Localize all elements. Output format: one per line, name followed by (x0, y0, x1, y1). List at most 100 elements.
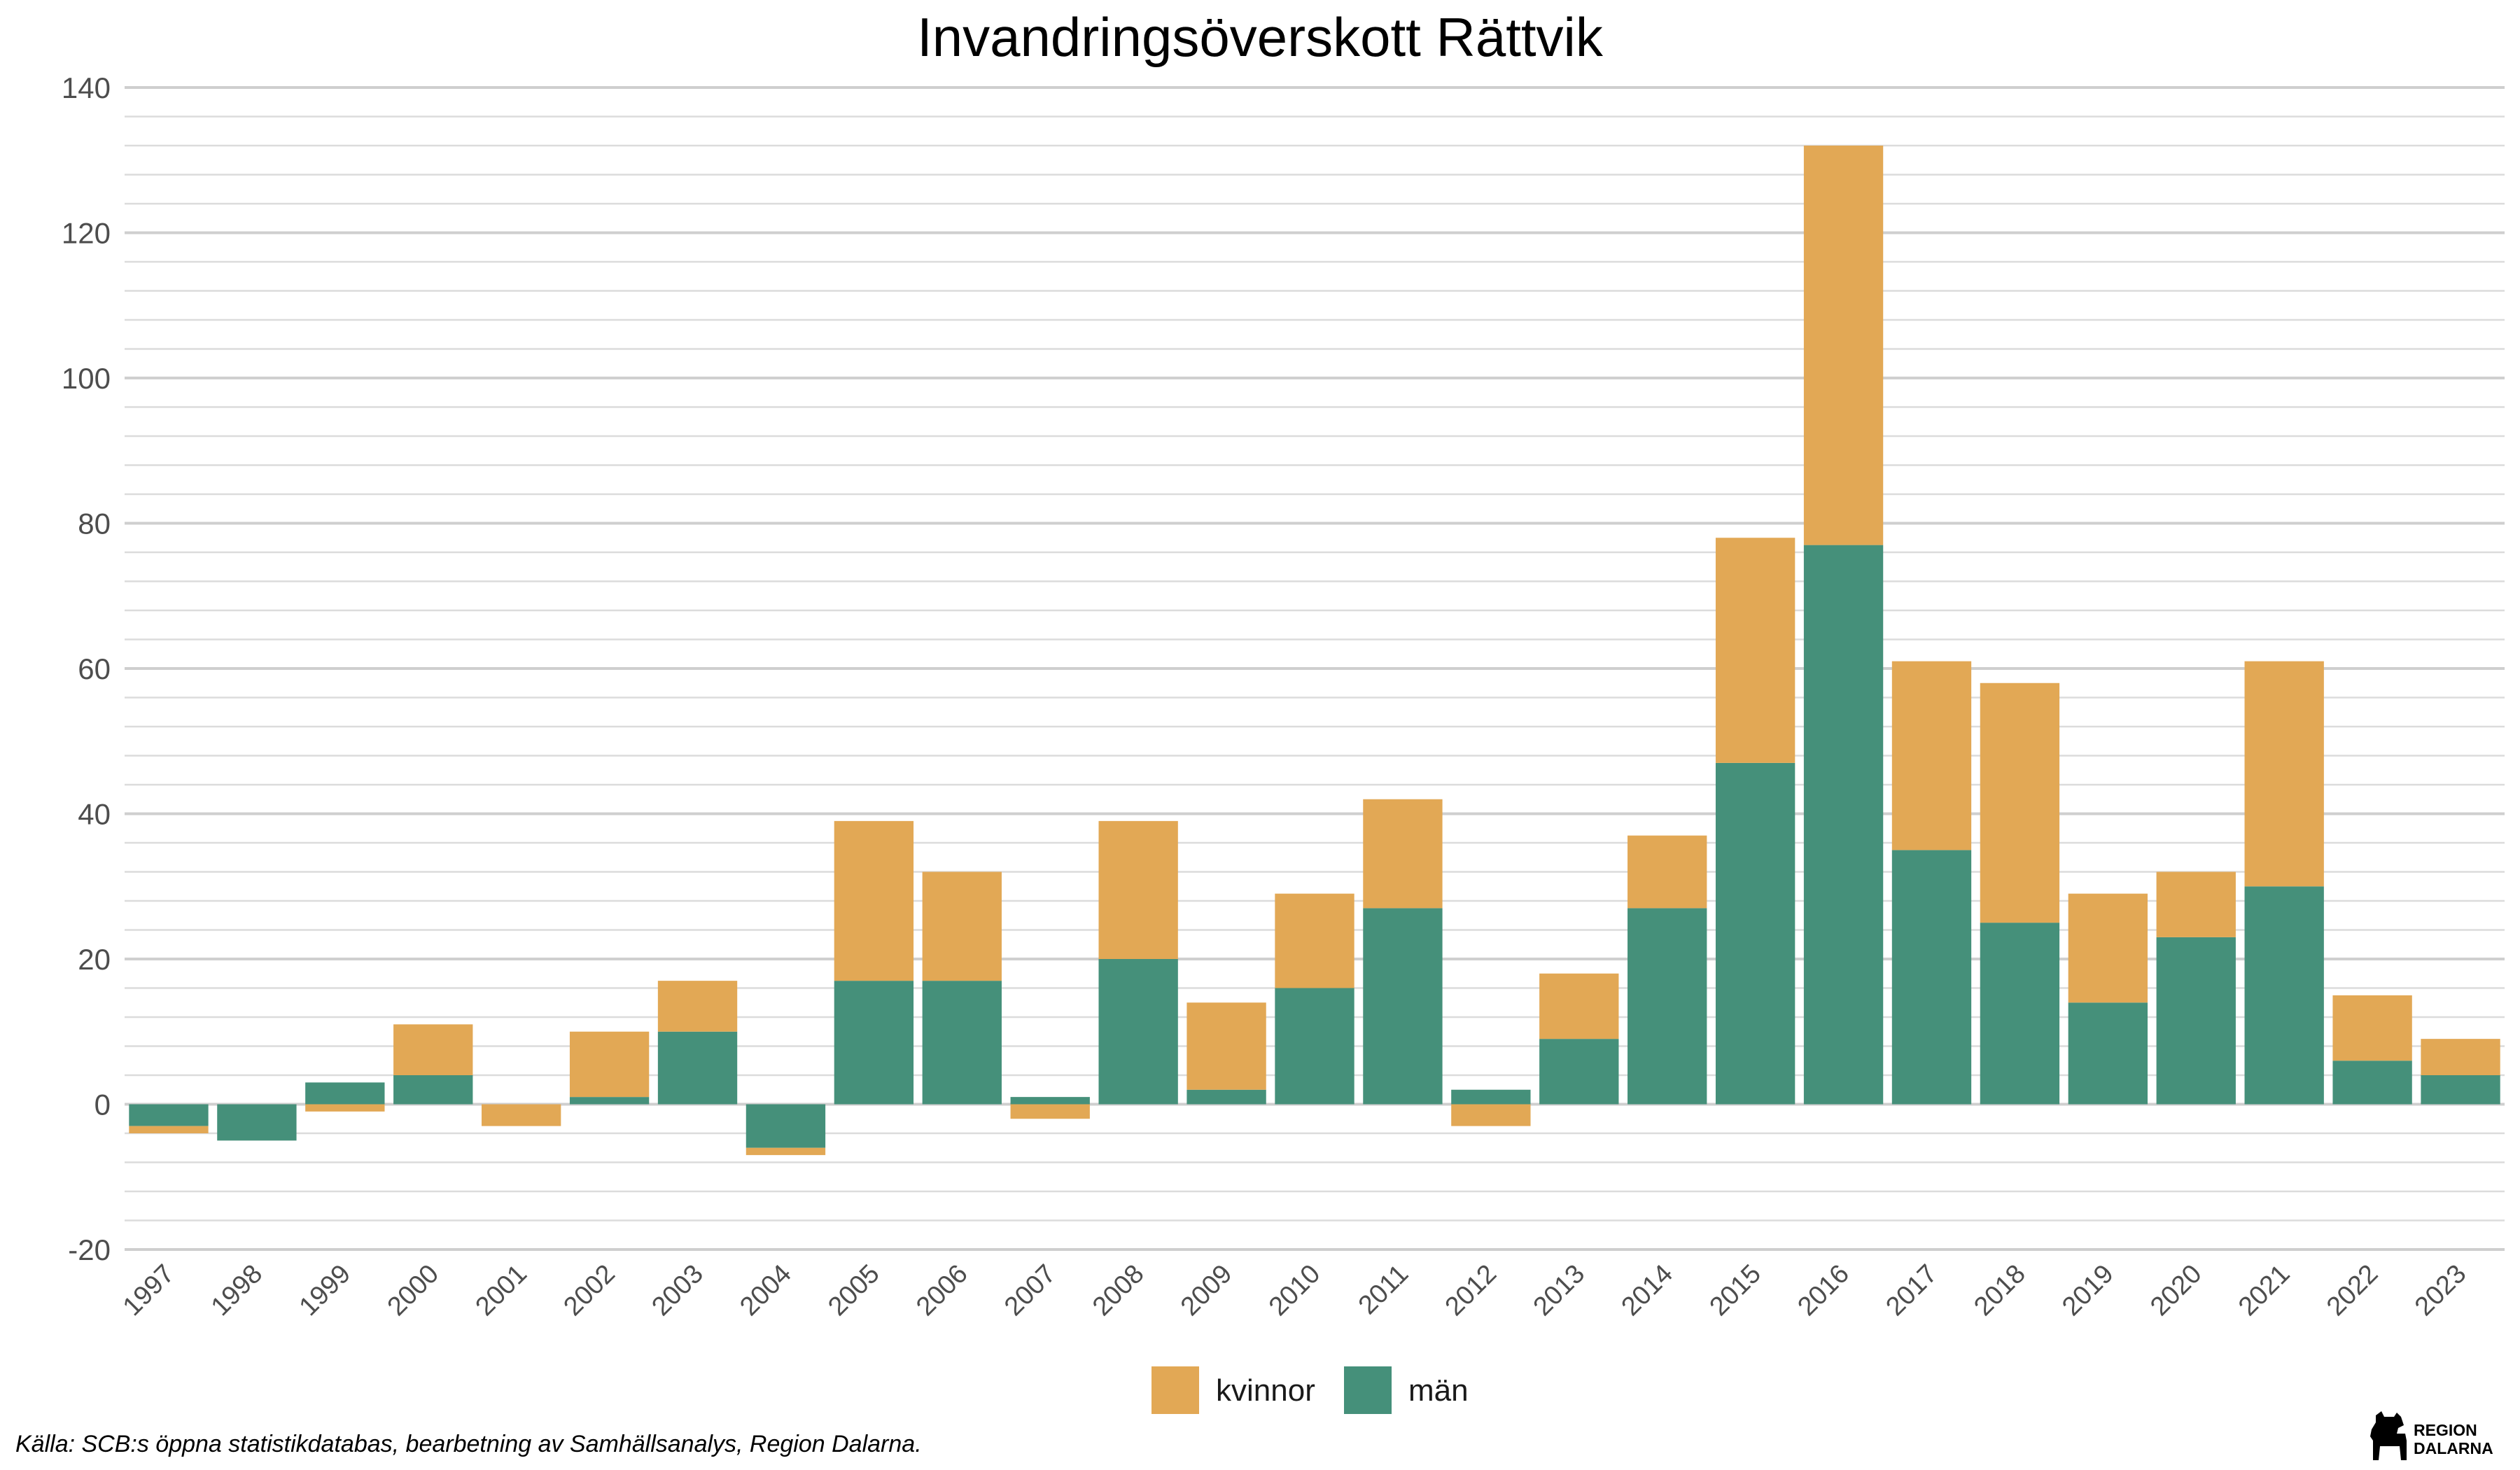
legend-swatch-kvinnor (1152, 1366, 1199, 1414)
bar-man-2012 (1451, 1089, 1531, 1105)
x-tick-label: 2004 (734, 1259, 797, 1322)
bar-man-1997 (129, 1104, 209, 1126)
bar-man-2007 (1010, 1097, 1090, 1105)
bar-man-2018 (1980, 923, 2060, 1105)
x-tick-label: 2015 (1704, 1259, 1767, 1322)
x-tick-label: 2001 (470, 1259, 533, 1322)
bar-man-2009 (1186, 1089, 1266, 1105)
bar-kvinnor-2022 (2332, 995, 2412, 1061)
x-tick-label: 2017 (1880, 1259, 1942, 1322)
bar-man-2014 (1628, 908, 1707, 1105)
bar-man-2013 (1539, 1039, 1619, 1105)
bar-kvinnor-2001 (482, 1104, 561, 1126)
bar-kvinnor-2011 (1363, 799, 1443, 909)
y-axis: -20 0 20 40 60 80 100 120 140 (62, 71, 111, 1266)
source-note: Källa: SCB:s öppna statistikdatabas, bea… (15, 1431, 922, 1457)
y-tick-label: 140 (62, 71, 111, 104)
y-tick-label: 80 (78, 507, 111, 540)
x-tick-label: 2011 (1353, 1259, 1414, 1320)
bar-kvinnor-2021 (2244, 661, 2324, 887)
bar-man-2008 (1098, 959, 1178, 1105)
dala-horse-icon (2370, 1411, 2407, 1460)
y-tick-label: 100 (62, 362, 111, 395)
x-tick-label: 1997 (118, 1259, 180, 1322)
legend-label-kvinnor: kvinnor (1216, 1373, 1315, 1408)
x-tick-label: 2007 (999, 1259, 1061, 1322)
x-tick-label: 2005 (822, 1259, 885, 1322)
bar-man-2005 (834, 981, 914, 1105)
x-tick-label: 2002 (558, 1259, 620, 1322)
bar-kvinnor-2013 (1539, 973, 1619, 1040)
x-tick-label: 2022 (2321, 1259, 2384, 1322)
y-tick-label: 20 (78, 943, 111, 976)
bar-kvinnor-2019 (2068, 893, 2148, 1003)
bar-man-2006 (922, 981, 1002, 1105)
x-tick-label: 2003 (646, 1259, 708, 1322)
bar-kvinnor-2015 (1715, 538, 1795, 763)
x-tick-label: 1998 (206, 1259, 268, 1322)
x-tick-label: 2014 (1616, 1259, 1679, 1322)
bars (129, 146, 2500, 1156)
y-tick-label: 60 (78, 652, 111, 685)
bar-kvinnor-2009 (1186, 1002, 1266, 1090)
legend: kvinnor män (1152, 1366, 1469, 1414)
x-tick-label: 2023 (2409, 1259, 2472, 1322)
y-tick-label: -20 (68, 1233, 111, 1266)
x-tick-label: 1999 (294, 1259, 356, 1322)
x-axis: 1997 1998 1999 2000 2001 2002 2003 2004 2005 2006… (118, 1259, 2472, 1322)
bar-man-2022 (2332, 1060, 2412, 1105)
bar-kvinnor-2002 (569, 1031, 650, 1098)
x-tick-label: 2016 (1792, 1259, 1854, 1322)
bar-kvinnor-2014 (1628, 835, 1707, 909)
bar-kvinnor-2007 (1010, 1104, 1090, 1119)
x-tick-label: 2008 (1087, 1259, 1149, 1322)
bar-kvinnor-2000 (393, 1024, 473, 1075)
bar-man-2004 (746, 1104, 826, 1148)
bar-man-2010 (1275, 988, 1354, 1105)
x-tick-label: 2013 (1528, 1259, 1590, 1322)
bar-man-2023 (2421, 1075, 2500, 1105)
bar-man-1998 (217, 1104, 297, 1141)
bar-man-2002 (569, 1097, 650, 1105)
bar-man-2021 (2244, 886, 2324, 1105)
legend-swatch-man (1344, 1366, 1392, 1414)
bar-man-2016 (1803, 545, 1884, 1105)
logo-line-2: DALARNA (2414, 1439, 2493, 1457)
bar-man-2020 (2156, 937, 2236, 1105)
bar-kvinnor-2008 (1098, 820, 1178, 959)
bar-man-2000 (393, 1075, 473, 1105)
bar-kvinnor-2017 (1891, 661, 1972, 850)
bar-man-2003 (657, 1031, 738, 1105)
x-tick-label: 2000 (382, 1259, 444, 1322)
y-tick-label: 0 (94, 1088, 111, 1121)
legend-label-man: män (1408, 1373, 1469, 1408)
bar-kvinnor-2004 (746, 1147, 826, 1156)
bar-kvinnor-2020 (2156, 872, 2236, 937)
bar-kvinnor-2018 (1980, 682, 2060, 923)
bar-kvinnor-2012 (1451, 1104, 1531, 1126)
y-tick-label: 40 (78, 798, 111, 831)
chart-title: Invandringsöverskott Rättvik (917, 6, 1604, 68)
logo-text: REGION DALARNA (2414, 1421, 2493, 1457)
x-tick-label: 2006 (911, 1259, 973, 1322)
bar-kvinnor-2006 (922, 872, 1002, 981)
bar-man-2015 (1715, 762, 1795, 1105)
region-dalarna-logo (2366, 1408, 2506, 1464)
bar-kvinnor-1999 (305, 1104, 385, 1112)
x-tick-label: 2009 (1175, 1259, 1238, 1322)
x-tick-label: 2021 (2233, 1259, 2295, 1322)
x-tick-label: 2018 (1968, 1259, 2031, 1322)
bar-kvinnor-2010 (1275, 893, 1354, 988)
bar-kvinnor-1997 (129, 1126, 209, 1133)
x-tick-label: 2020 (2145, 1259, 2207, 1322)
bar-kvinnor-2003 (657, 981, 738, 1032)
y-tick-label: 120 (62, 217, 111, 250)
x-tick-label: 2012 (1440, 1259, 1502, 1322)
bar-man-1999 (305, 1082, 385, 1105)
bar-man-2017 (1891, 850, 1972, 1105)
bar-man-2011 (1363, 908, 1443, 1105)
bar-man-2019 (2068, 1002, 2148, 1105)
x-tick-label: 2010 (1264, 1259, 1326, 1322)
bar-kvinnor-2005 (834, 820, 914, 981)
